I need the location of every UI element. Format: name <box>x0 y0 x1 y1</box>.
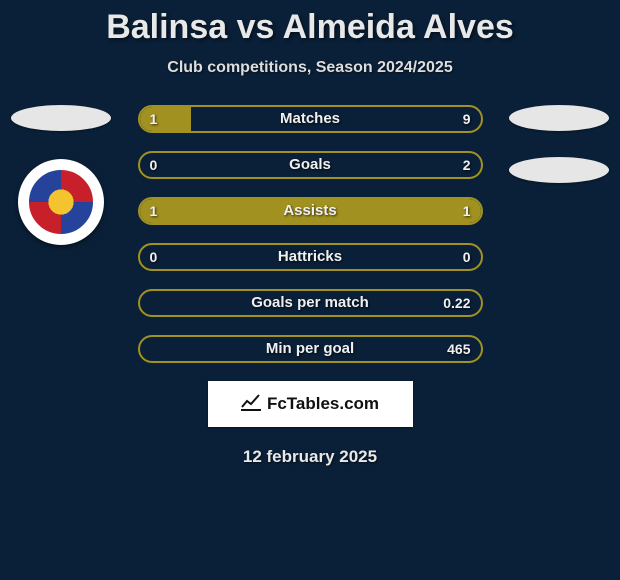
comparison-content: 19Matches 02Goals 11Assists 00Hattricks 0.22… <box>0 105 620 363</box>
left-player-column <box>6 105 116 245</box>
subtitle: Club competitions, Season 2024/2025 <box>0 59 620 77</box>
arema-logo <box>18 159 104 245</box>
stat-label: Assists <box>140 199 481 223</box>
brand-text: FcTables.com <box>267 394 379 414</box>
stat-row: 19Matches <box>138 105 483 133</box>
footer-date: 12 february 2025 <box>0 447 620 467</box>
page-title: Balinsa vs Almeida Alves <box>0 0 620 47</box>
stat-label: Goals per match <box>140 291 481 315</box>
stat-label: Min per goal <box>140 337 481 361</box>
right-player-column <box>504 105 614 183</box>
brand-badge: FcTables.com <box>208 381 413 427</box>
stat-label: Matches <box>140 107 481 131</box>
stat-row: 0.22Goals per match <box>138 289 483 317</box>
club-right-placeholder <box>509 157 609 183</box>
stat-row: 00Hattricks <box>138 243 483 271</box>
club-logo-graphic <box>26 167 96 237</box>
stat-label: Goals <box>140 153 481 177</box>
player-right-avatar <box>509 105 609 131</box>
chart-icon <box>241 393 261 416</box>
stat-row: 02Goals <box>138 151 483 179</box>
stat-bars: 19Matches 02Goals 11Assists 00Hattricks 0.22… <box>138 105 483 363</box>
player-left-avatar <box>11 105 111 131</box>
stat-row: 465Min per goal <box>138 335 483 363</box>
stat-row: 11Assists <box>138 197 483 225</box>
stat-label: Hattricks <box>140 245 481 269</box>
